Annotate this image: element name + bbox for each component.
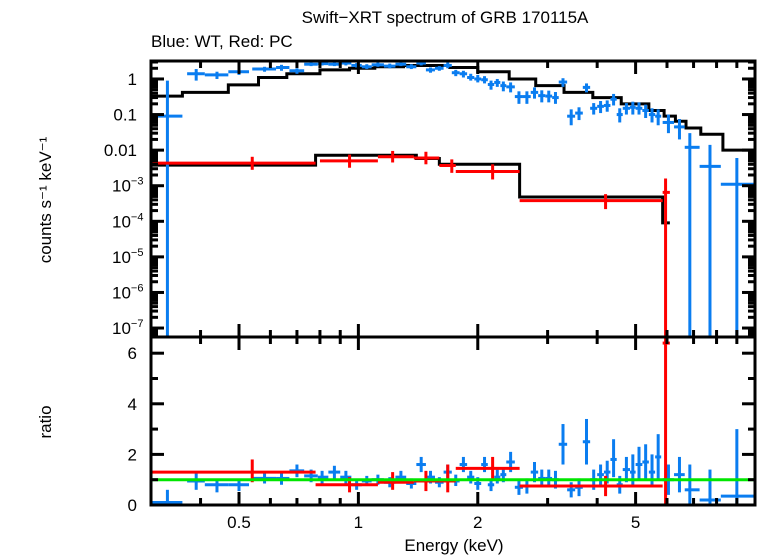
pc-model-line (151, 153, 670, 225)
y-tick-label: 0.1 (113, 106, 137, 125)
spectrum-panel (151, 61, 755, 336)
y-tick-label: 10−4 (112, 211, 143, 231)
y-tick-label: 0.01 (104, 141, 137, 160)
ratio-y-tick-label: 0 (128, 496, 137, 515)
x-tick-label: 2 (473, 513, 482, 532)
x-axis-label: Energy (keV) (404, 536, 503, 555)
y-tick-label: 1 (128, 70, 137, 89)
chart-title: Swift−XRT spectrum of GRB 170115A (302, 8, 589, 27)
ratio-y-tick-label: 6 (128, 344, 137, 363)
y-axis-label-ratio: ratio (36, 405, 55, 438)
x-tick-label: 0.5 (227, 513, 251, 532)
wt-model-line (151, 63, 755, 152)
y-tick-label: 10−7 (112, 318, 143, 338)
ratio-panel (151, 337, 755, 505)
chart-subtitle: Blue: WT, Red: PC (151, 32, 293, 51)
y-tick-label: 10−5 (112, 247, 143, 267)
y-tick-label: 10−6 (112, 282, 143, 302)
ratio-frame (149, 335, 757, 507)
ratio-y-tick-label: 2 (128, 445, 137, 464)
x-tick-label: 5 (631, 513, 640, 532)
y-tick-label: 10−3 (112, 176, 143, 196)
x-tick-label: 1 (354, 513, 363, 532)
y-axis-label-spectrum: counts s⁻¹ keV⁻¹ (36, 136, 55, 263)
ratio-y-tick-label: 4 (128, 395, 137, 414)
